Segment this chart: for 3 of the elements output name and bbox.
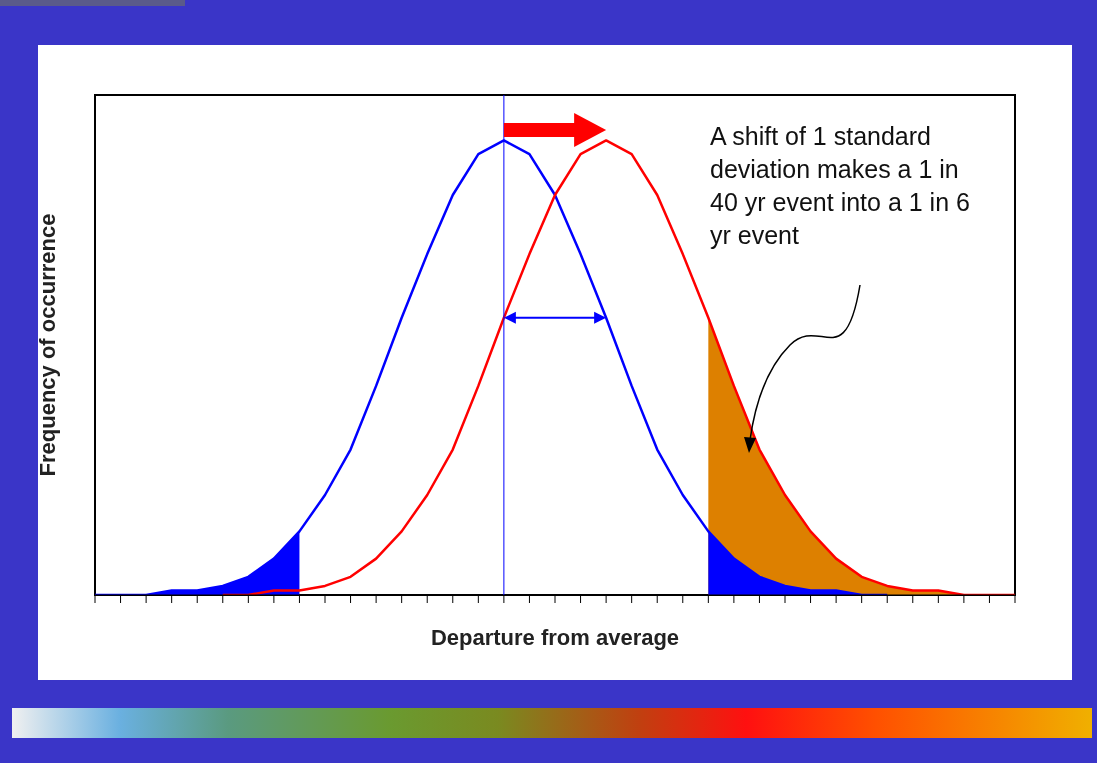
x-axis-title: Departure from average [430, 625, 680, 650]
annotation: A shift of 1 standard deviation makes a 1 in 40 yr event into a 1 in 6 yr event [710, 120, 990, 252]
y-axis-title: Frequency of occurrence [35, 213, 61, 477]
